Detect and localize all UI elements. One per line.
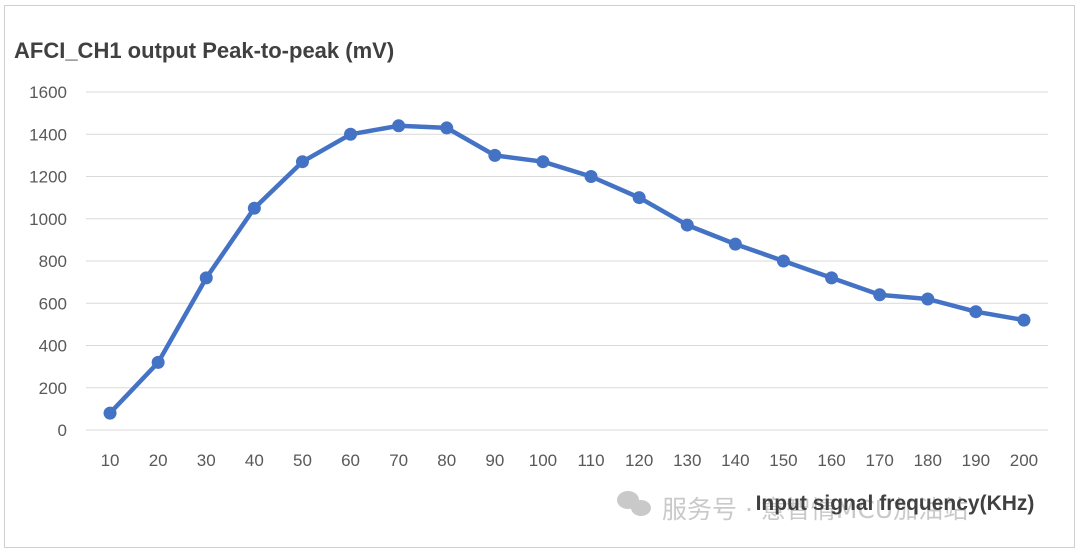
watermark-text: 服务号 · 意智情MCU加油站 [662, 495, 968, 524]
data-point [969, 305, 983, 319]
y-tick-label: 400 [39, 337, 67, 356]
data-point [776, 254, 790, 268]
x-tick-label: 150 [769, 451, 797, 470]
x-tick-label: 50 [293, 451, 312, 470]
x-tick-label: 20 [149, 451, 168, 470]
data-point [392, 119, 406, 133]
x-tick-label: 40 [245, 451, 264, 470]
x-tick-label: 30 [197, 451, 216, 470]
watermark: 服务号 · 意智情MCU加油站 [617, 491, 968, 524]
y-tick-label: 600 [39, 294, 67, 313]
x-tick-label: 130 [673, 451, 701, 470]
y-tick-label: 0 [58, 421, 67, 440]
data-point [1017, 313, 1031, 327]
x-tick-label: 10 [101, 451, 120, 470]
y-axis-tick-labels: 0 200 400 600 800 1000 1200 1400 1600 [29, 83, 67, 440]
data-point [825, 271, 839, 285]
data-point [295, 155, 309, 169]
x-axis-tick-labels: 10 20 30 40 50 60 70 80 90 100 110 120 130 140 150 160 1… [101, 451, 1039, 470]
data-point [199, 271, 213, 285]
data-point [873, 288, 887, 302]
y-tick-label: 1000 [29, 210, 67, 229]
data-point [151, 355, 165, 369]
data-point [680, 218, 694, 232]
x-tick-label: 110 [577, 451, 604, 470]
x-tick-label: 170 [865, 451, 893, 470]
y-tick-label: 200 [39, 379, 67, 398]
x-tick-label: 60 [341, 451, 360, 470]
x-tick-label: 80 [437, 451, 456, 470]
data-point [103, 406, 117, 420]
x-axis-title: Input signal frequency(KHz) [756, 492, 1035, 515]
x-tick-label: 100 [529, 451, 557, 470]
y-tick-label: 1200 [29, 168, 67, 187]
data-point [728, 237, 742, 251]
data-point [584, 170, 598, 183]
x-tick-label: 70 [389, 451, 408, 470]
data-point [488, 148, 502, 162]
y-tick-label: 1600 [29, 83, 67, 102]
gridlines [86, 91, 1048, 431]
series-line [107, 123, 1027, 416]
data-point [440, 121, 454, 135]
y-tick-label: 1400 [29, 125, 67, 144]
y-tick-label: 800 [39, 252, 67, 271]
data-point [344, 127, 358, 141]
data-point [536, 155, 550, 169]
x-tick-label: 190 [962, 451, 990, 470]
wechat-icon [617, 491, 651, 516]
chart-title: AFCI_CH1 output Peak-to-peak (mV) [14, 38, 395, 63]
x-tick-label: 90 [485, 451, 504, 470]
x-tick-label: 160 [817, 451, 845, 470]
x-tick-label: 180 [914, 451, 942, 470]
x-tick-label: 120 [625, 451, 653, 470]
chart-frame [4, 5, 1075, 548]
series-layer [103, 119, 1031, 420]
x-tick-label: 200 [1010, 451, 1038, 470]
data-point [247, 201, 261, 215]
data-point [921, 292, 935, 306]
x-tick-label: 140 [721, 451, 749, 470]
data-point [632, 191, 646, 205]
